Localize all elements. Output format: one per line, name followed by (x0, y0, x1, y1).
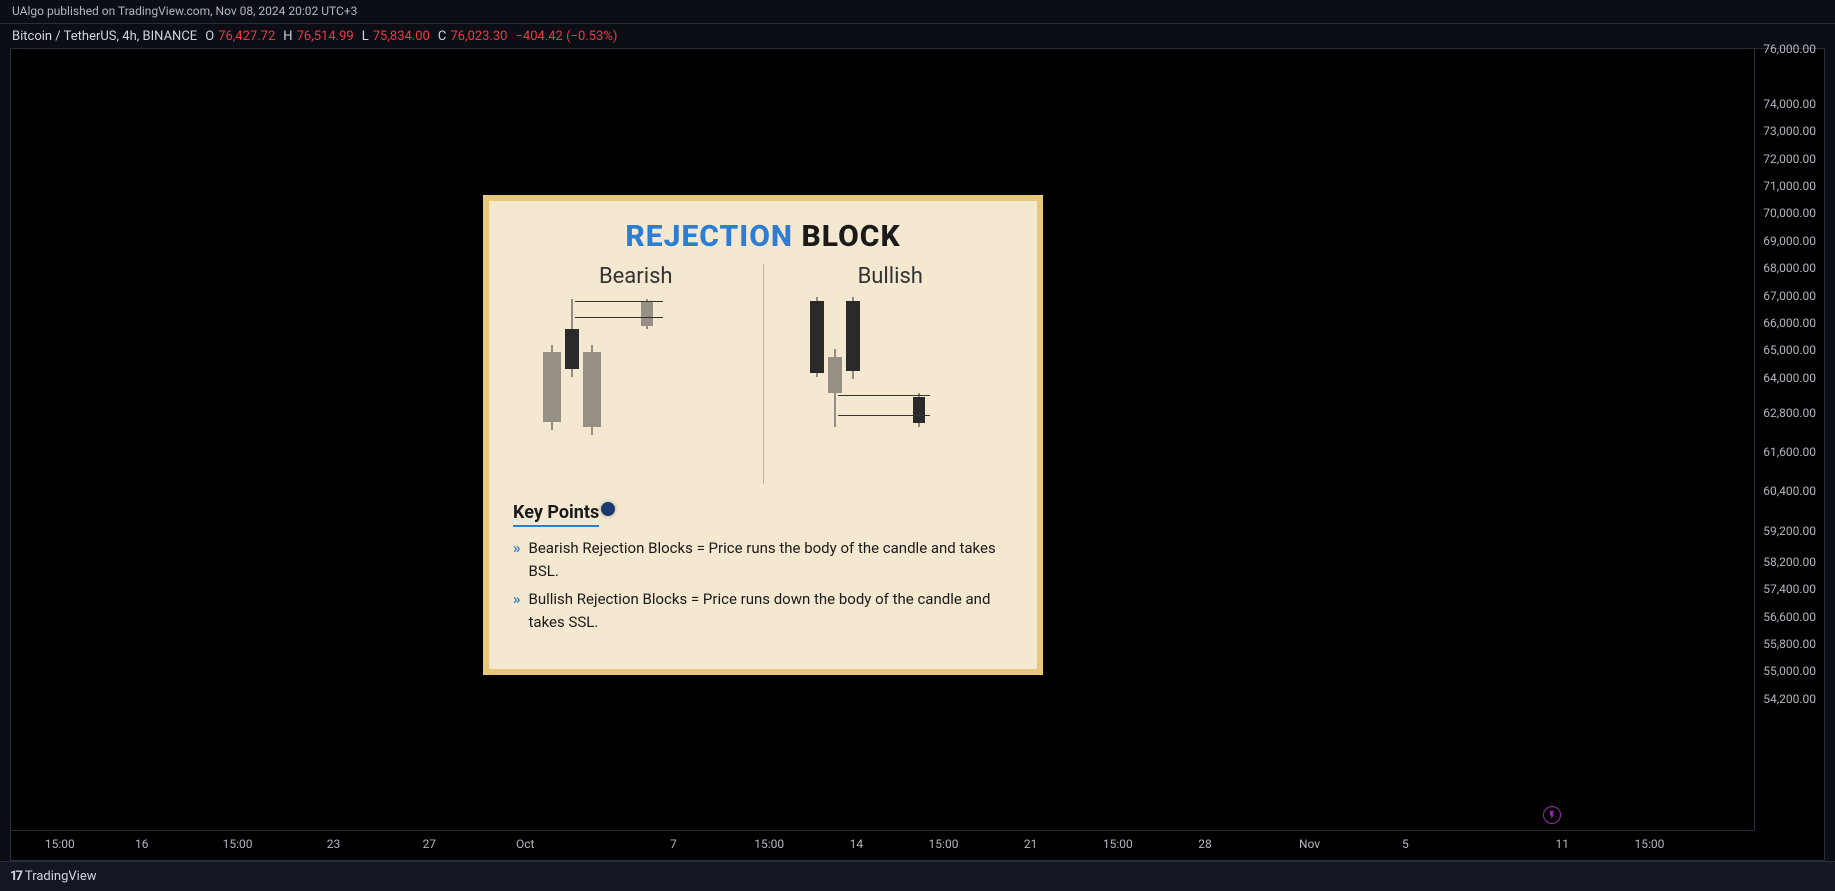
symbol-ohlc-row: Bitcoin / TetherUS, 4h, BINANCE O 76,427.… (0, 24, 1835, 48)
time-tick: 15:00 (754, 837, 784, 851)
price-tick: 68,000.00 (1763, 261, 1816, 275)
time-tick: 15:00 (929, 837, 959, 851)
candle (828, 297, 842, 467)
price-tick: 59,200.00 (1763, 524, 1816, 538)
bullet-icon: » (513, 588, 521, 633)
low-value: 75,834.00 (373, 29, 430, 44)
key-point-item: »Bullish Rejection Blocks = Price runs d… (513, 588, 1013, 633)
flash-icon[interactable] (1543, 806, 1561, 824)
close-value: 76,023.30 (450, 29, 507, 44)
title-word-2: BLOCK (802, 219, 901, 254)
high-value: 76,514.99 (297, 29, 354, 44)
time-tick: 5 (1402, 837, 1409, 851)
key-points-list: »Bearish Rejection Blocks = Price runs t… (513, 537, 1013, 633)
change-value: −404.42 (−0.53%) (515, 29, 617, 44)
chart-area[interactable]: 76,000.0074,000.0073,000.0072,000.0071,0… (10, 48, 1825, 861)
open-label: O (205, 29, 214, 44)
price-tick: 65,000.00 (1763, 343, 1816, 357)
key-point-text: Bullish Rejection Blocks = Price runs do… (529, 588, 1014, 633)
low-label: L (362, 29, 369, 44)
price-tick: 57,400.00 (1763, 582, 1816, 596)
time-tick: Nov (1299, 837, 1320, 851)
candle (641, 297, 653, 467)
price-tick: 64,000.00 (1763, 371, 1816, 385)
zone-line (575, 301, 663, 302)
price-tick: 62,800.00 (1763, 406, 1816, 420)
key-point-text: Bearish Rejection Blocks = Price runs th… (529, 537, 1014, 582)
bullet-icon: » (513, 537, 521, 582)
price-tick: 72,000.00 (1763, 152, 1816, 166)
price-tick: 55,000.00 (1763, 664, 1816, 678)
tradingview-logo-icon: 17 (10, 869, 21, 884)
time-tick: 16 (135, 837, 149, 851)
key-point-item: »Bearish Rejection Blocks = Price runs t… (513, 537, 1013, 582)
time-tick: 11 (1556, 837, 1570, 851)
title-word-1: REJECTION (625, 219, 793, 254)
pattern-panels: Bearish Bullish (513, 264, 1013, 484)
price-tick: 66,000.00 (1763, 316, 1816, 330)
open-value: 76,427.72 (218, 29, 275, 44)
publish-info-bar: UAlgo published on TradingView.com, Nov … (0, 0, 1835, 24)
price-tick: 74,000.00 (1763, 97, 1816, 111)
time-tick: 28 (1198, 837, 1212, 851)
price-tick: 55,800.00 (1763, 637, 1816, 651)
time-tick: 7 (670, 837, 677, 851)
panel-divider (763, 264, 764, 484)
price-tick: 60,400.00 (1763, 484, 1816, 498)
key-points-section: Key Points »Bearish Rejection Blocks = P… (513, 502, 1013, 633)
time-axis[interactable]: 15:00 16 15:00 23 27 Oct 7 15:00 14 15:00 21 15:00 2… (11, 830, 1754, 860)
price-tick: 56,600.00 (1763, 610, 1816, 624)
price-tick: 70,000.00 (1763, 206, 1816, 220)
price-tick: 58,200.00 (1763, 555, 1816, 569)
candle (583, 297, 601, 467)
close-label: C (438, 29, 446, 44)
price-tick: 61,600.00 (1763, 445, 1816, 459)
symbol-name: Bitcoin / TetherUS, 4h, BINANCE (12, 29, 197, 44)
zone-line (838, 395, 930, 396)
infographic-title: REJECTION BLOCK (513, 219, 1013, 254)
tradingview-brand: TradingView (25, 869, 97, 884)
lightbulb-icon (601, 502, 615, 516)
footer-bar: 17 TradingView (0, 861, 1835, 891)
price-axis[interactable]: 76,000.0074,000.0073,000.0072,000.0071,0… (1754, 49, 1824, 830)
high-label: H (283, 29, 292, 44)
rejection-block-infographic: REJECTION BLOCK Bearish Bullish Key Poin… (483, 195, 1043, 675)
bullish-candles (768, 297, 1014, 467)
time-tick: 15:00 (1634, 837, 1664, 851)
key-points-title: Key Points (513, 502, 599, 527)
price-tick: 69,000.00 (1763, 234, 1816, 248)
time-tick: 23 (327, 837, 341, 851)
time-tick: 15:00 (1103, 837, 1133, 851)
bullish-panel: Bullish (768, 264, 1014, 484)
bearish-panel: Bearish (513, 264, 759, 484)
candle (543, 297, 561, 467)
time-tick: 14 (850, 837, 864, 851)
candle (846, 297, 860, 467)
zone-line (838, 415, 930, 416)
candle (913, 297, 925, 467)
candle (810, 297, 824, 467)
publish-text: UAlgo published on TradingView.com, Nov … (12, 4, 357, 18)
time-tick: 15:00 (223, 837, 253, 851)
bearish-label: Bearish (513, 264, 759, 289)
zone-line (575, 317, 663, 318)
time-tick: 27 (423, 837, 437, 851)
price-tick: 54,200.00 (1763, 692, 1816, 706)
time-tick: 21 (1024, 837, 1038, 851)
time-tick: Oct (516, 837, 534, 851)
bullish-label: Bullish (768, 264, 1014, 289)
price-tick: 73,000.00 (1763, 124, 1816, 138)
price-tick: 76,000.00 (1763, 42, 1816, 56)
candle (565, 297, 579, 467)
price-tick: 71,000.00 (1763, 179, 1816, 193)
price-tick: 67,000.00 (1763, 289, 1816, 303)
time-tick: 15:00 (45, 837, 75, 851)
bearish-candles (513, 297, 759, 467)
